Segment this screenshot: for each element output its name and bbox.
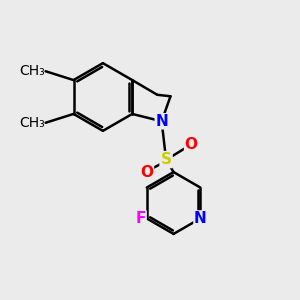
Text: CH₃: CH₃ xyxy=(19,64,45,78)
Text: N: N xyxy=(194,211,207,226)
Text: S: S xyxy=(160,152,172,167)
Text: O: O xyxy=(140,165,153,180)
Text: O: O xyxy=(184,137,198,152)
Text: N: N xyxy=(155,114,168,129)
Text: F: F xyxy=(136,211,146,226)
Text: CH₃: CH₃ xyxy=(19,116,45,130)
